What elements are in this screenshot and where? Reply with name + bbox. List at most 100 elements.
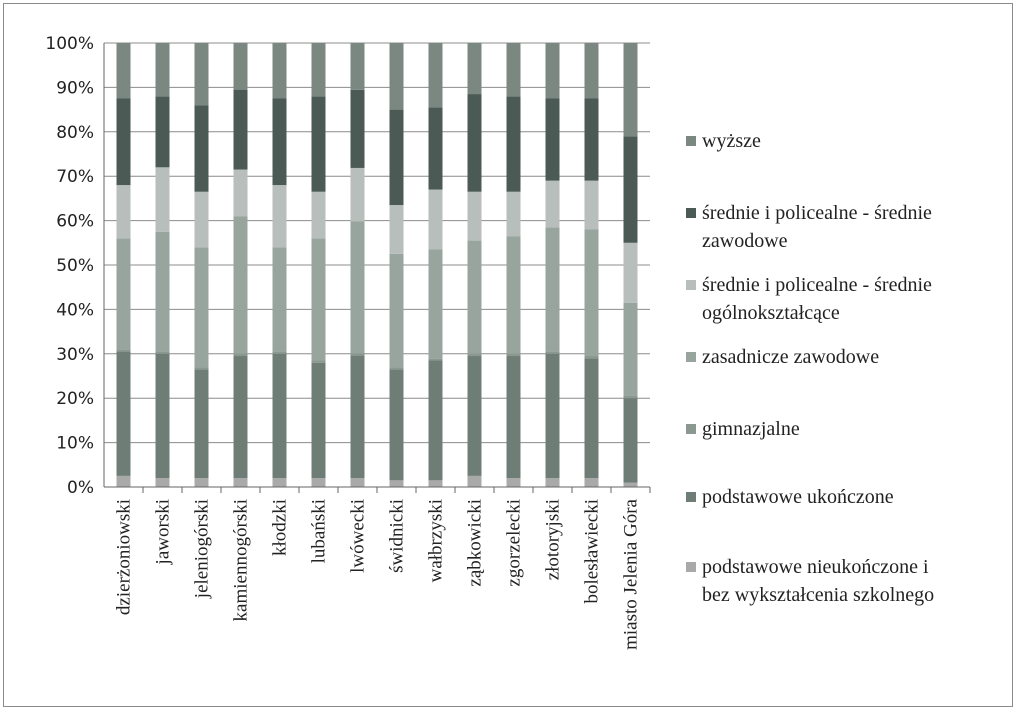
bar-segment [311, 191, 326, 239]
bar-segment [545, 351, 560, 354]
bar-segment [389, 367, 404, 370]
bar-segment [506, 478, 521, 487]
bar-segment [311, 362, 326, 479]
bar-segment [311, 96, 326, 192]
x-tick-label: kamiennogórski [231, 499, 252, 621]
legend-label: średnie i policealne - średnie [702, 202, 932, 224]
y-tick-label: 0% [67, 478, 94, 498]
legend-label: podstawowe ukończone [702, 486, 894, 508]
bar-segment [389, 253, 404, 368]
bar-segment [311, 238, 326, 361]
bar-segment [194, 369, 209, 479]
x-tick-label: zgorzelecki [504, 499, 525, 587]
bar-segment [116, 349, 131, 352]
bar-segment [116, 351, 131, 476]
legend-label: podstawowe nieukończone i [702, 556, 929, 578]
bar-segment [350, 43, 365, 90]
x-tick-label: bolesławiecki [582, 499, 603, 603]
bar-segment [311, 478, 326, 487]
bar-segment [155, 231, 170, 352]
x-tick-label: lubański [309, 499, 330, 563]
bar-segment [467, 191, 482, 241]
legend-label: bez wykształcenia szkolnego [702, 584, 934, 606]
bar-segment [428, 107, 443, 190]
bar-segment [155, 96, 170, 168]
bar-segment [233, 216, 248, 354]
bar-segment [272, 43, 287, 99]
bar-segment [623, 302, 638, 396]
bar-segment [428, 360, 443, 481]
bar-segment [272, 185, 287, 248]
bar-segment [194, 191, 209, 248]
bar-segment [467, 356, 482, 476]
legend-label: zasadnicze zawodowe [702, 346, 879, 368]
bar-segment [194, 105, 209, 192]
bar-segment [545, 353, 560, 479]
bar-segment [233, 89, 248, 170]
legend-swatch [686, 492, 696, 502]
bar-segment [311, 360, 326, 363]
x-tick-label: dzierżoniowski [114, 499, 135, 615]
bar-segment [116, 98, 131, 186]
bar-segment [389, 369, 404, 481]
legend-label: zawodowe [702, 230, 788, 252]
bar-segment [623, 242, 638, 303]
bar-segment [506, 43, 521, 97]
y-tick-label: 100% [45, 34, 94, 54]
legend-swatch [686, 562, 696, 572]
bar-segment [155, 353, 170, 479]
bar-segment [584, 229, 599, 357]
bar-segment [155, 351, 170, 354]
legend-swatch [686, 208, 696, 218]
x-tick-label: wałbrzyski [426, 499, 447, 582]
bar-segment [194, 247, 209, 368]
bar-segment [467, 240, 482, 354]
bar-segment [233, 478, 248, 487]
bar-segment [272, 351, 287, 354]
bar-segment [272, 247, 287, 352]
bar-segment [389, 205, 404, 254]
bar-segment [155, 43, 170, 97]
bar-segment [545, 98, 560, 181]
bar-segment [545, 180, 560, 228]
bar-segment [467, 43, 482, 95]
bar-segment [194, 478, 209, 487]
bar-segment [428, 249, 443, 359]
x-tick-label: ząbkowicki [465, 499, 486, 587]
y-tick-label: 20% [56, 389, 94, 409]
y-tick-label: 90% [56, 78, 94, 98]
x-tick-label: lwówecki [348, 499, 369, 573]
x-tick-label: kłodzki [270, 499, 291, 556]
bar-segment [116, 185, 131, 239]
legend-label: wyższe [702, 130, 761, 152]
bar-segment [623, 136, 638, 243]
y-tick-label: 50% [56, 256, 94, 276]
bar-segment [389, 43, 404, 110]
bar-segment [116, 475, 131, 487]
legend-label: średnie i policealne - średnie [702, 274, 932, 296]
legend-swatch [686, 424, 696, 434]
bar-segment [233, 169, 248, 217]
bar-segment [428, 43, 443, 108]
bar-segment [350, 478, 365, 487]
legend-swatch [686, 280, 696, 290]
legend-label: gimnazjalne [702, 418, 800, 440]
bar-segment [584, 356, 599, 359]
bar-segment [584, 43, 599, 99]
bar-segment [428, 480, 443, 487]
bar-segment [545, 43, 560, 99]
legend-swatch [686, 352, 696, 362]
bar-segment [272, 478, 287, 487]
bar-segment [272, 353, 287, 479]
bar-segment [428, 358, 443, 361]
bar-segment [311, 43, 326, 97]
bar-segment [233, 353, 248, 357]
x-tick-label: świdnicki [387, 499, 408, 573]
bar-segment [116, 238, 131, 350]
bar-segment [350, 167, 365, 222]
y-tick-label: 10% [56, 434, 94, 454]
bar-segment [155, 478, 170, 487]
bar-segment [350, 89, 365, 168]
legend-swatch [686, 136, 696, 146]
